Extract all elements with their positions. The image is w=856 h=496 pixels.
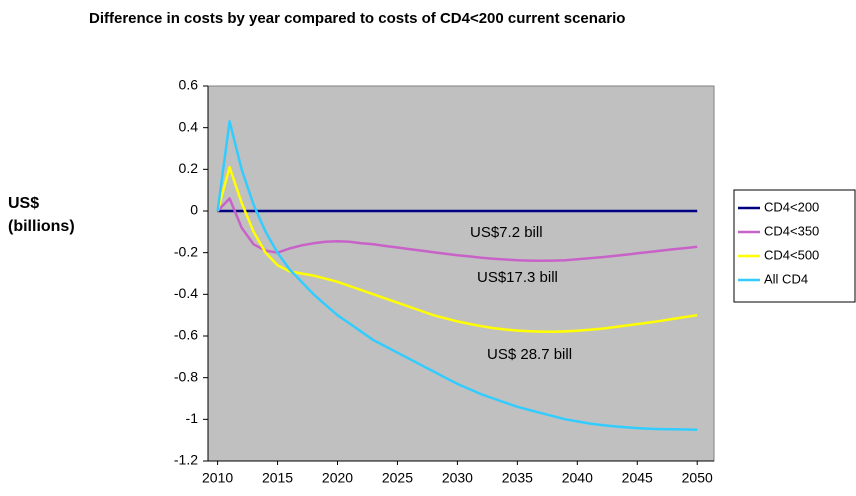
series-line	[216, 166, 698, 334]
plot-area	[207, 85, 715, 462]
y-tick-label: -0.8	[174, 368, 198, 384]
x-tick-label: 2015	[262, 470, 293, 486]
legend-label: All CD4	[764, 271, 808, 286]
chart-title: Difference in costs by year compared to …	[89, 10, 626, 27]
y-tick-label: 0	[190, 202, 198, 218]
y-axis-label: US$ (billions)	[8, 195, 75, 235]
legend: CD4<200 CD4<350 CD4<500 All CD4	[733, 189, 856, 303]
legend-label: CD4<350	[764, 223, 819, 238]
y-tick-label: -1	[186, 410, 199, 426]
annotation: US$7.2 bill	[470, 224, 543, 241]
x-tick-label: 2010	[202, 470, 233, 486]
y-tick-label: -1.2	[174, 452, 198, 468]
x-tick-label: 2045	[622, 470, 653, 486]
x-tick-label: 2050	[682, 470, 713, 486]
y-tick-label: 0.4	[179, 118, 199, 134]
annotation: US$17.3 bill	[477, 269, 558, 286]
x-tick-label: 2040	[562, 470, 593, 486]
y-tick-label: -0.4	[174, 285, 198, 301]
y-tick-label: 0.6	[179, 77, 199, 93]
y-tick-label: -0.6	[174, 327, 198, 343]
x-tick-label: 2030	[442, 470, 473, 486]
series-line	[216, 120, 698, 432]
legend-label: CD4<500	[764, 247, 819, 262]
annotation: US$ 28.7 bill	[487, 346, 572, 363]
x-tick-label: 2035	[502, 470, 533, 486]
y-tick-label: 0.2	[179, 160, 199, 176]
x-tick-label: 2025	[382, 470, 413, 486]
series-line	[216, 197, 698, 263]
legend-label: CD4<200	[764, 199, 819, 214]
y-tick-label: -0.2	[174, 243, 198, 259]
x-tick-label: 2020	[322, 470, 353, 486]
